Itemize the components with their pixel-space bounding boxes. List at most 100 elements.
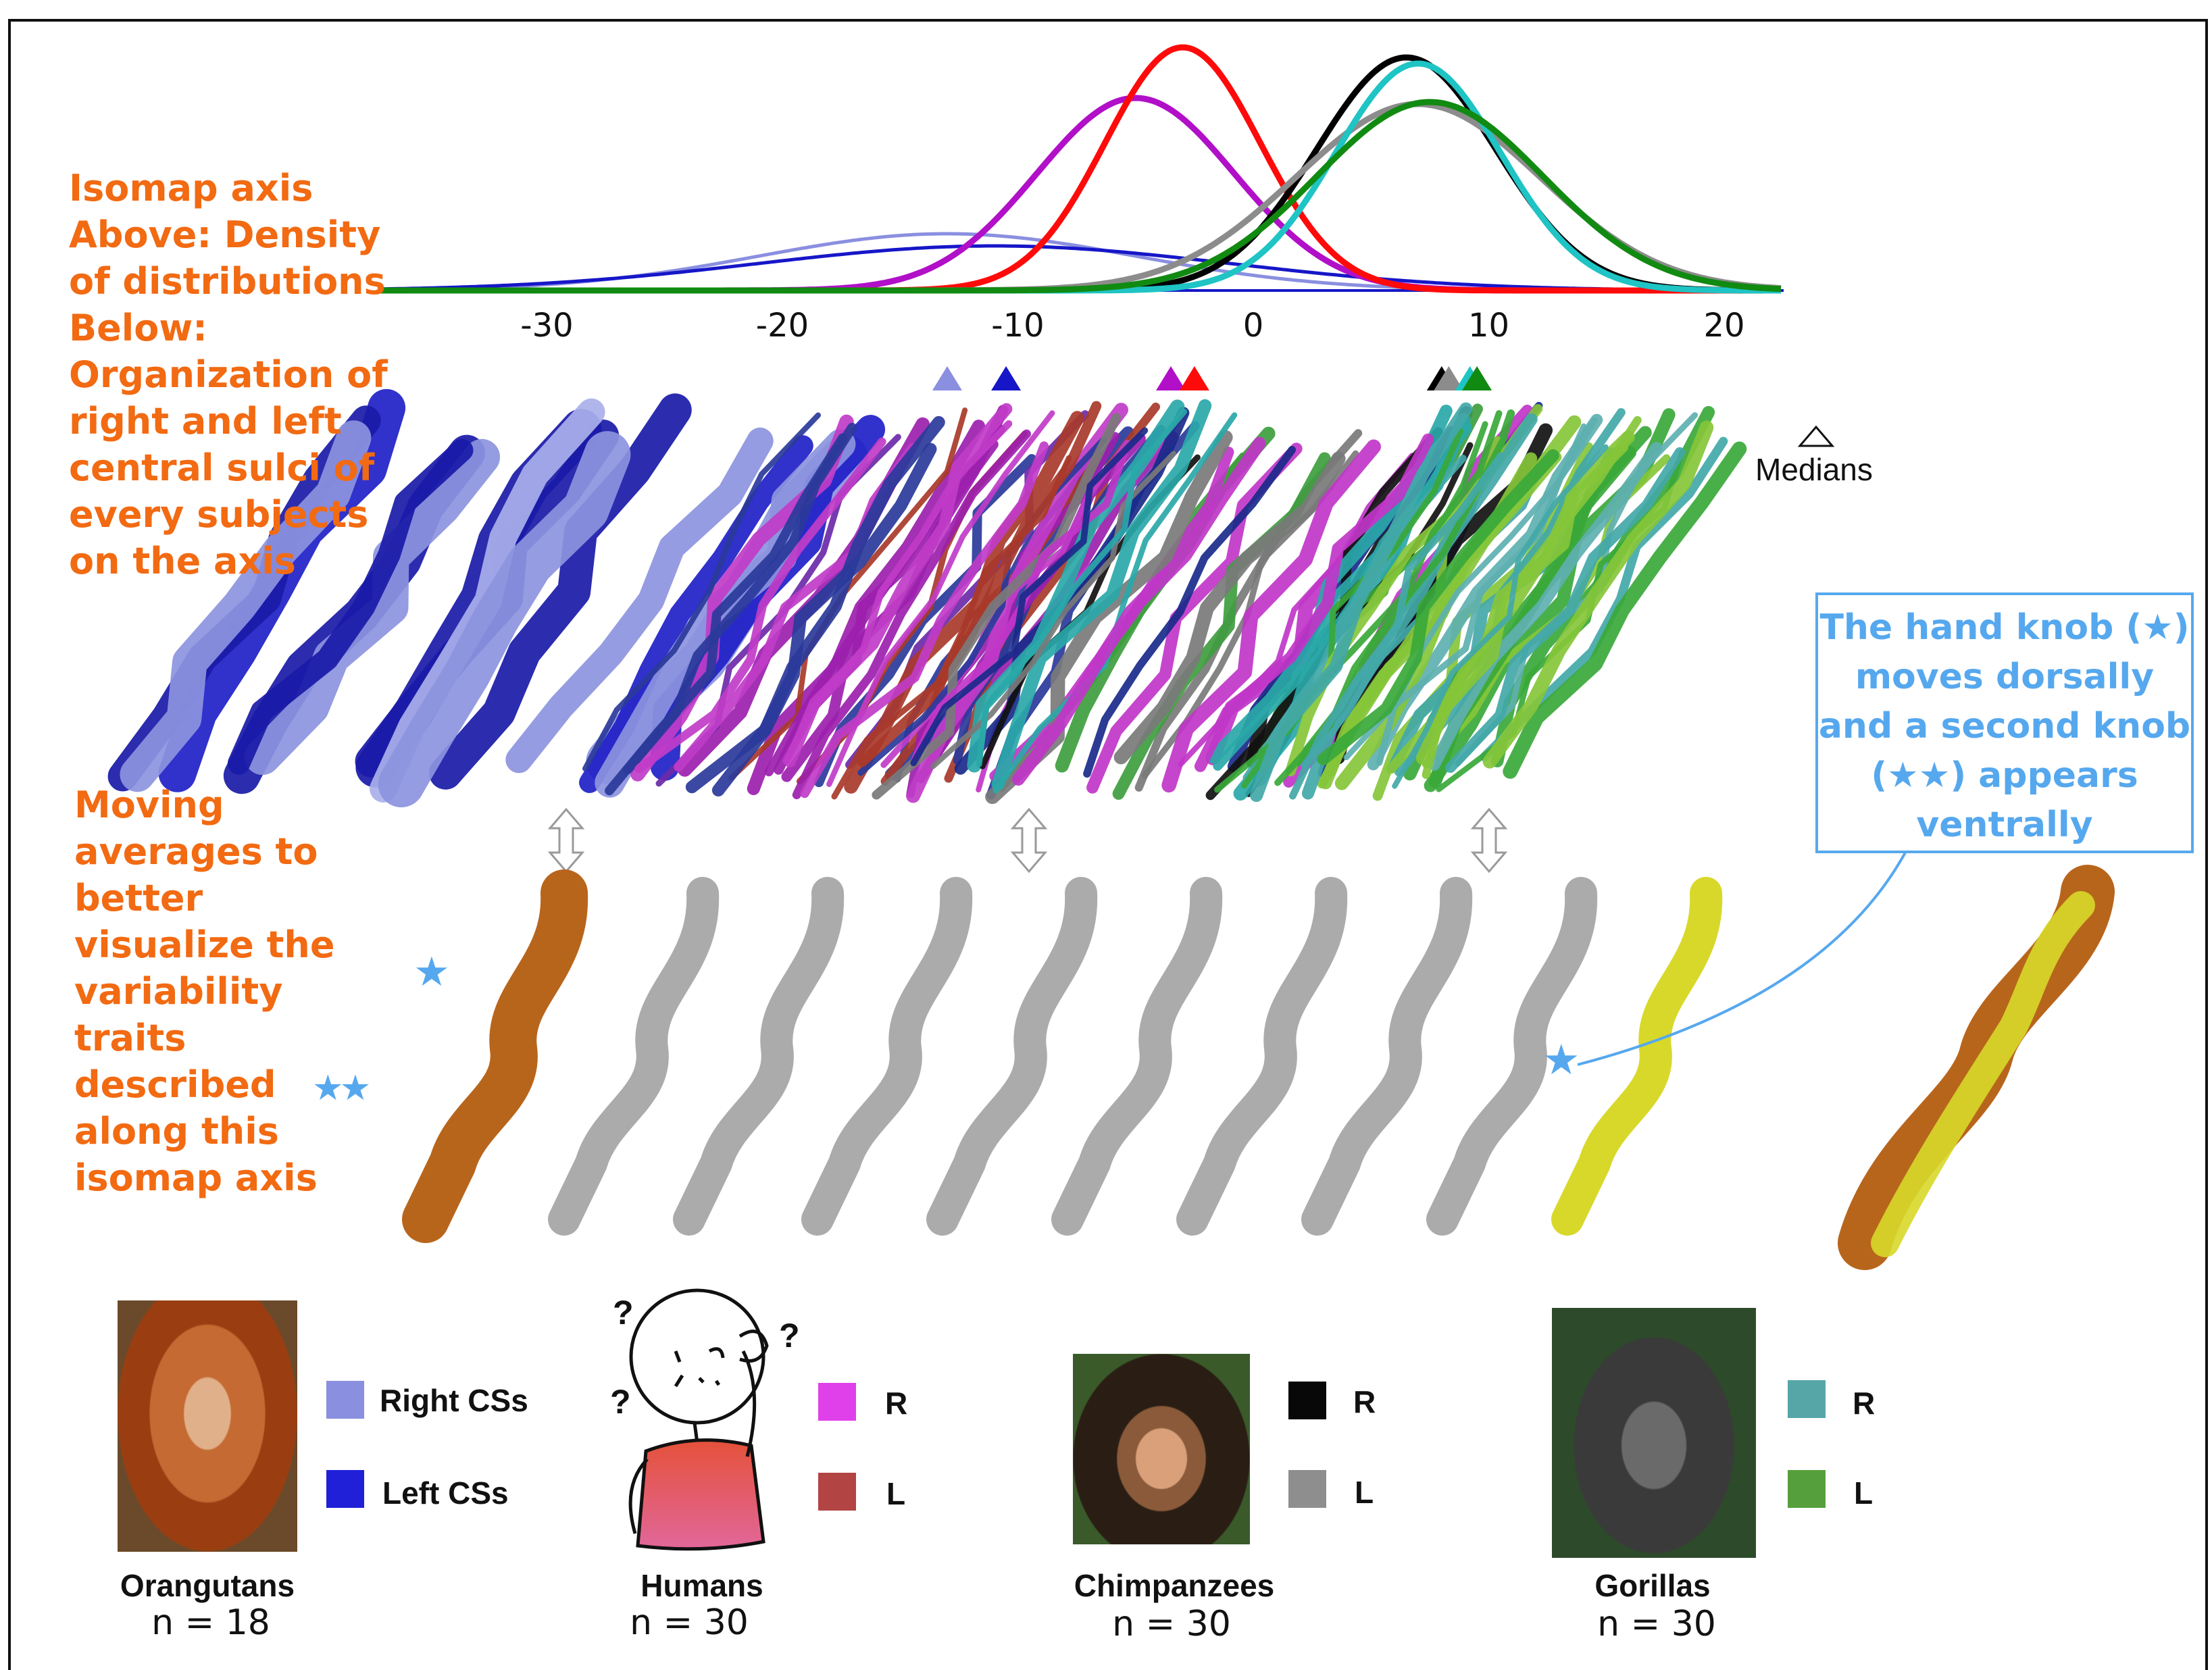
axis-description: Isomap axis Above: Density of distributi… <box>69 167 388 582</box>
orangutan-photo <box>118 1300 297 1552</box>
median-marker-1 <box>991 366 1022 390</box>
sulcus-ribbon <box>582 412 821 771</box>
legend-label-orangutans-left: Left CSs <box>382 1475 509 1511</box>
sulcus-ribbon <box>976 409 1188 767</box>
sulcus-ribbon <box>1301 413 1538 800</box>
sulcus-ribbon <box>1503 441 1747 779</box>
sulcus-ribbon <box>1343 423 1587 761</box>
double-arrow-icon <box>1470 807 1508 874</box>
single-star-icon: ★ <box>413 948 450 996</box>
sulcus-ribbon <box>674 442 918 772</box>
legend-swatch-orangutans-right <box>326 1381 364 1419</box>
sulcus-ribbon <box>747 420 986 795</box>
x-tick-label: 0 <box>1242 307 1264 345</box>
sulcus-ribbon <box>1392 444 1609 789</box>
sulcus-ribbon <box>428 393 692 790</box>
medians-label: Medians <box>1755 452 1873 487</box>
median-marker-7 <box>1462 366 1492 390</box>
sulcus-ribbon <box>1161 439 1382 793</box>
moving-averages-description: Moving averages to better visualize the … <box>74 784 335 1199</box>
double-arrow-icon <box>1010 807 1048 874</box>
sulcus-ribbon <box>1317 449 1559 765</box>
moving-average-sulcus <box>1051 877 1223 1236</box>
median-marker-2 <box>1156 366 1186 390</box>
sulcus-ribbon <box>930 451 1176 769</box>
moving-average-sulcus <box>1426 877 1598 1236</box>
sulcus-ribbon <box>1194 433 1434 772</box>
median-marker-5 <box>1434 366 1464 390</box>
sulcus-ribbon <box>1428 442 1663 771</box>
x-tick-label: -30 <box>520 307 574 345</box>
sulcus-ribbon <box>857 401 1102 767</box>
sulcus-ribbon <box>991 399 1212 791</box>
legend-swatch-gorillas-right <box>1788 1380 1826 1418</box>
species-n-chimpanzees: n = 30 <box>1112 1604 1231 1644</box>
moving-average-sulcus <box>1176 877 1348 1236</box>
legend-swatch-chimpanzees-left <box>1288 1470 1326 1508</box>
legend-label-humans-right: R <box>885 1386 908 1421</box>
x-tick-label: -20 <box>755 307 809 345</box>
question-mark-2: ? <box>779 1317 800 1355</box>
species-n-orangutans: n = 18 <box>151 1602 270 1643</box>
sulcus-ribbon <box>505 427 774 774</box>
sulcus-ribbon <box>227 438 474 775</box>
sulcus-ribbon <box>910 427 1149 767</box>
sulcus-ribbon <box>781 405 1009 782</box>
sulcus-ribbon <box>579 435 813 793</box>
legend-label-orangutans-right: Right CSs <box>380 1383 528 1418</box>
question-mark-3: ? <box>610 1383 631 1421</box>
sulcus-ribbon <box>1482 420 1714 769</box>
species-name-gorillas: Gorillas <box>1594 1568 1711 1603</box>
chimpanzee-photo <box>1073 1354 1250 1544</box>
moving-average-sulcus <box>1551 877 1723 1236</box>
sulcus-ribbon <box>831 455 1072 800</box>
sulcus-ribbon <box>784 403 1013 768</box>
sulcus-ribbon <box>792 429 1031 800</box>
legend-swatch-chimpanzees-right <box>1288 1382 1326 1419</box>
sulcus-ribbon <box>872 413 1122 800</box>
legend-swatch-gorillas-left <box>1788 1470 1826 1508</box>
legend-label-chimpanzees-right: R <box>1353 1384 1376 1419</box>
hand-knob-callout: The hand knob (★) moves dorsally and a s… <box>1815 592 2194 853</box>
sulcus-ribbon <box>605 433 847 796</box>
yellow-sulcus-star-icon: ★ <box>1542 1035 1580 1084</box>
x-tick-label: 10 <box>1467 307 1510 345</box>
sulcus-ribbon <box>1422 415 1642 780</box>
overlay-yellow-sulcus <box>1871 891 2095 1257</box>
sulcus-ribbon <box>800 441 1049 799</box>
medians-legend-triangle <box>1797 425 1835 447</box>
question-mark-1: ? <box>613 1294 634 1332</box>
figure-frame <box>8 19 2208 1670</box>
legend-label-humans-left: L <box>886 1476 906 1511</box>
x-tick-label: -10 <box>991 307 1045 345</box>
sulcus-ribbon <box>1445 447 1686 774</box>
species-n-humans: n = 30 <box>630 1602 749 1643</box>
gorilla-photo <box>1552 1308 1756 1558</box>
density-curve-7 <box>378 99 1782 294</box>
legend-label-gorillas-left: L <box>1854 1475 1874 1511</box>
moving-average-sulcus <box>926 877 1098 1236</box>
sulcus-ribbon <box>244 438 501 776</box>
sulcus-ribbon <box>1250 402 1473 803</box>
callout-connector <box>1577 852 1907 1066</box>
moving-average-sulcus <box>673 877 845 1236</box>
moving-average-sulcus <box>801 877 973 1236</box>
legend-label-gorillas-right: R <box>1853 1386 1876 1421</box>
legend-label-chimpanzees-left: L <box>1355 1475 1374 1510</box>
sulcus-ribbon <box>634 437 886 774</box>
sulcus-ribbon <box>1113 451 1346 765</box>
sulcus-ribbon <box>630 414 854 782</box>
sulcus-ribbon <box>1011 436 1266 786</box>
sulcus-ribbon <box>378 431 631 808</box>
moving-average-sulcus <box>548 877 720 1236</box>
species-n-gorillas: n = 30 <box>1597 1604 1716 1644</box>
sulcus-ribbon <box>992 412 1238 794</box>
legend-swatch-humans-left <box>818 1473 856 1511</box>
sulci-cloud <box>107 388 1747 808</box>
double-star-icon: ★★ <box>312 1068 371 1109</box>
sulcus-ribbon <box>1288 452 1505 800</box>
sulcus-ribbon <box>685 442 937 794</box>
species-name-chimpanzees: Chimpanzees <box>1074 1568 1275 1603</box>
